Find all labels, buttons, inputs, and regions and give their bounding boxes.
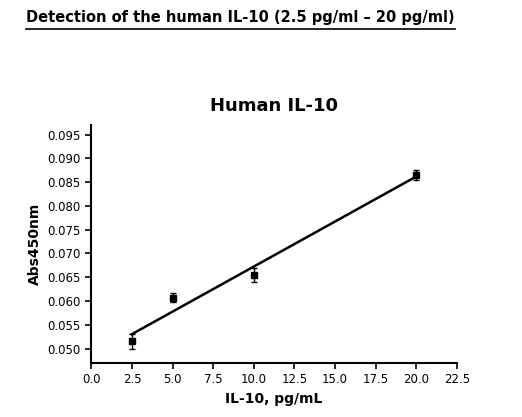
- Text: Detection of the human IL-10 (2.5 pg/ml – 20 pg/ml): Detection of the human IL-10 (2.5 pg/ml …: [26, 10, 455, 25]
- X-axis label: IL-10, pg/mL: IL-10, pg/mL: [226, 392, 323, 406]
- Y-axis label: Abs450nm: Abs450nm: [28, 203, 42, 285]
- Title: Human IL-10: Human IL-10: [210, 97, 338, 115]
